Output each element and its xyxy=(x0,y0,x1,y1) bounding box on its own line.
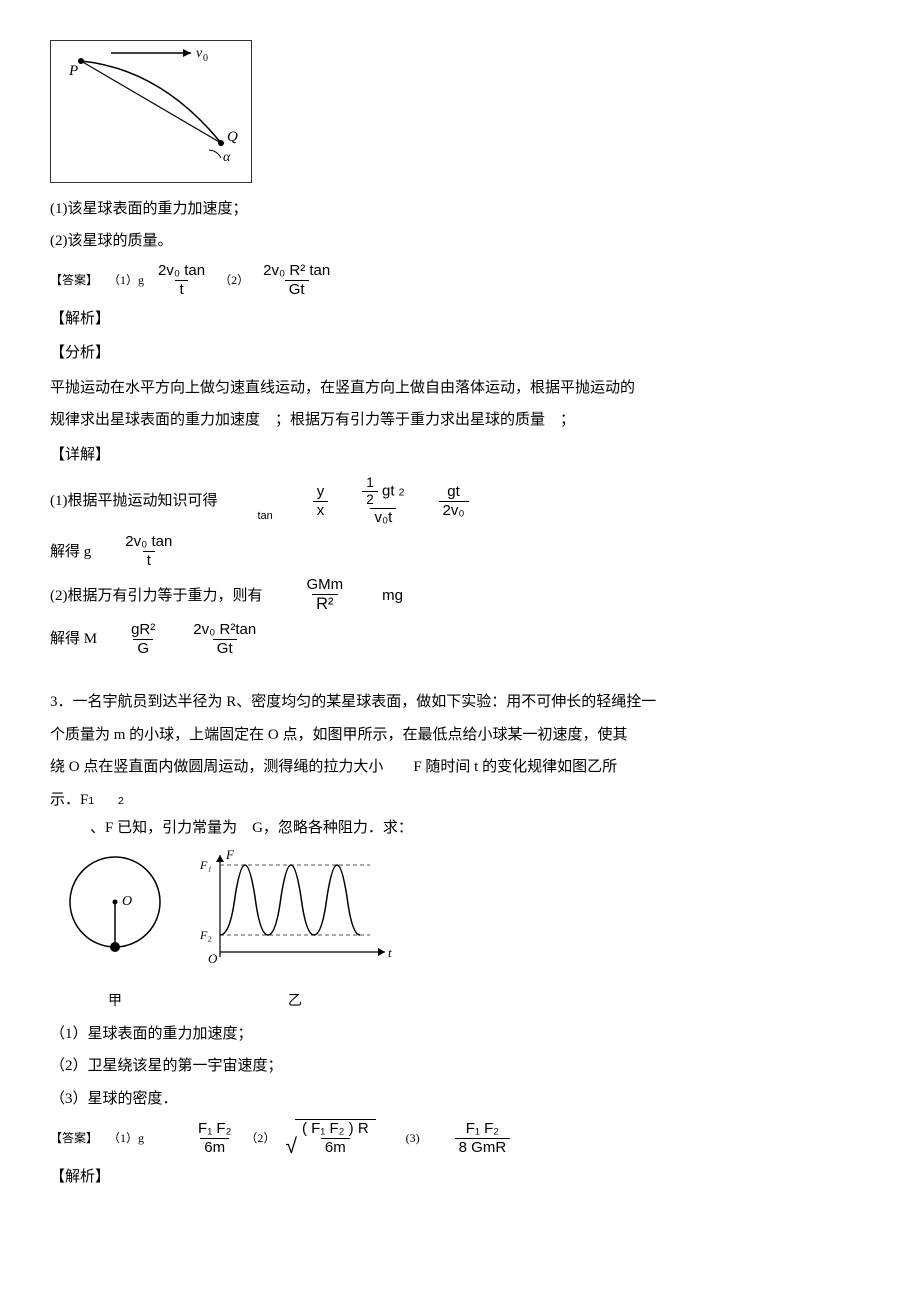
q3-ans2-sqrt: ( F₁ F₂ ) R 6m xyxy=(285,1119,375,1157)
q3-ans1-prefix: （1）g xyxy=(108,1127,144,1150)
step2-res-prefix: 解得 M xyxy=(50,625,97,654)
q2-step1-result: 解得 g 2v₀ tan t xyxy=(50,533,870,570)
q2-step2-row: (2)根据万有引力等于重力，则有 GMm R² mg xyxy=(50,576,870,615)
v0-label: v xyxy=(196,46,203,61)
step2-res-frac1: gR² G xyxy=(127,621,159,658)
step2-res-frac2: 2v₀ R²tan Gt xyxy=(189,621,260,658)
projectile-svg: v 0 P Q α xyxy=(51,41,251,171)
q2-step2-result: 解得 M gR² G 2v₀ R²tan Gt xyxy=(50,621,870,658)
q3-ans3-frac: F₁ F₂ 8 GmR xyxy=(455,1120,511,1157)
ans1-frac: 2v₀ tan t xyxy=(154,262,209,299)
q3-ans1-frac: F₁ F₂ 6m xyxy=(194,1120,235,1157)
answer-label: 【答案】 xyxy=(50,269,98,292)
step1-frac1: y x xyxy=(313,483,329,520)
q3-part2: （2）卫星绕该星的第一宇宙速度； xyxy=(50,1052,870,1081)
q3-answer-row: 【答案】 （1）g F₁ F₂ 6m （2） ( F₁ F₂ ) R 6m (3… xyxy=(50,1119,870,1157)
fig-jia-svg: O xyxy=(50,847,180,967)
q2-part1: (1)该星球表面的重力加速度； xyxy=(50,195,870,224)
step1-frac2: 1 2 gt 2 v₀t xyxy=(358,475,408,527)
q2-step1-row: (1)根据平抛运动知识可得 tan y x 1 2 gt 2 v₀t gt 2v… xyxy=(50,475,870,527)
q3-jiexi: 【解析】 xyxy=(50,1163,870,1192)
f-axis-label: F xyxy=(225,847,235,862)
svg-text:0: 0 xyxy=(203,53,208,64)
q3-ans2-prefix: （2） xyxy=(245,1127,275,1150)
q3-stem1: 3．一名宇航员到达半径为 R、密度均匀的某星球表面，做如下实验：用不可伸长的轻绳… xyxy=(50,688,870,717)
q3-ans-label: 【答案】 xyxy=(50,1127,98,1150)
step1-prefix: (1)根据平抛运动知识可得 xyxy=(50,487,218,516)
q3-stem4: 示．F1 2 、F 已知，引力常量为 G，忽略各种阻力．求： xyxy=(50,786,870,843)
p-label: P xyxy=(68,63,78,79)
jiexi-heading: 【解析】 xyxy=(50,305,870,334)
f1-label: F₁ xyxy=(199,858,212,872)
step2-prefix: (2)根据万有引力等于重力，则有 xyxy=(50,582,263,611)
fig-yi-caption: 乙 xyxy=(190,989,400,1016)
fig-jia-caption: 甲 xyxy=(50,989,180,1016)
alpha-label: α xyxy=(223,150,231,165)
ans2-frac: 2v₀ R² tan Gt xyxy=(259,262,334,299)
fenxi-heading: 【分析】 xyxy=(50,339,870,368)
xiangjie-heading: 【详解】 xyxy=(50,441,870,470)
origin-label: O xyxy=(208,951,218,966)
q3-part3: （3）星球的密度． xyxy=(50,1085,870,1114)
step2-frac: GMm R² xyxy=(303,576,348,615)
fenxi-text2: 规律求出星球表面的重力加速度 ；根据万有引力等于重力求出星球的质量 ； xyxy=(50,406,870,435)
o-label: O xyxy=(122,894,132,909)
q3-ans3-prefix: (3) xyxy=(406,1127,420,1150)
fig-jia-container: O 甲 xyxy=(50,847,180,1016)
fig-yi-svg: F t O F₁ F₂ xyxy=(190,847,400,967)
fenxi-text1: 平抛运动在水平方向上做匀速直线运动，在竖直方向上做自由落体运动，根据平抛运动的 xyxy=(50,374,870,403)
fig-yi-container: F t O F₁ F₂ 乙 xyxy=(190,847,400,1016)
step1-res-prefix: 解得 g xyxy=(50,538,91,567)
q2-answer-row: 【答案】 （1）g 2v₀ tan t （2） 2v₀ R² tan Gt xyxy=(50,262,870,299)
q3-part1: （1）星球表面的重力加速度； xyxy=(50,1020,870,1049)
ans1-prefix: （1）g xyxy=(108,269,144,292)
step1-frac3: gt 2v₀ xyxy=(439,483,469,520)
projectile-diagram: v 0 P Q α xyxy=(50,40,252,183)
ans2-prefix: （2） xyxy=(219,269,249,292)
q3-stem2: 个质量为 m 的小球，上端固定在 O 点，如图甲所示，在最低点给小球某一初速度，… xyxy=(50,721,870,750)
f2-label: F₂ xyxy=(199,928,212,942)
q3-figures: O 甲 F t O F₁ F₂ xyxy=(50,847,870,1016)
q2-part2: (2)该星球的质量。 xyxy=(50,227,870,256)
tan-label: tan xyxy=(258,506,273,527)
q3-stem3: 绕 O 点在竖直面内做圆周运动，测得绳的拉力大小 F 随时间 t 的变化规律如图… xyxy=(50,753,870,782)
step2-rhs: mg xyxy=(382,582,403,611)
q-label: Q xyxy=(227,129,238,145)
step1-res-frac: 2v₀ tan t xyxy=(121,533,176,570)
t-axis-label: t xyxy=(388,945,392,960)
